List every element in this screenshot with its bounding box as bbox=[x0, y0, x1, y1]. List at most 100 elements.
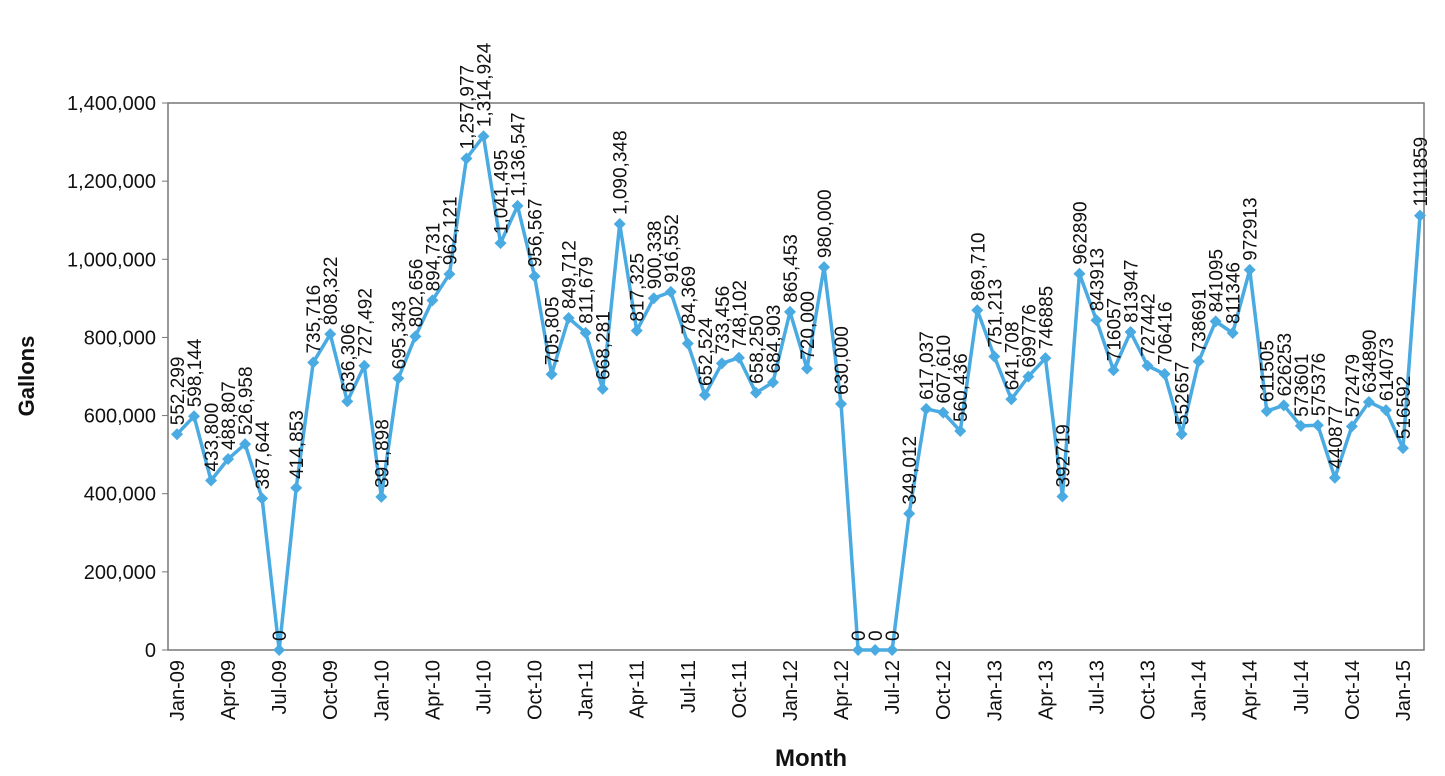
x-tick-label: Jan-15 bbox=[1393, 660, 1415, 721]
value-label: 658,250 bbox=[747, 315, 768, 384]
y-tick-label: 1,400,000 bbox=[67, 93, 156, 115]
value-label: 705,805 bbox=[543, 297, 564, 366]
point-marker bbox=[1345, 420, 1358, 433]
value-label: 433,800 bbox=[202, 403, 223, 472]
point-marker bbox=[1158, 367, 1171, 380]
point-marker bbox=[579, 326, 592, 339]
x-tick-label: Jan-11 bbox=[576, 660, 598, 720]
value-label: 894,731 bbox=[423, 223, 444, 292]
value-label: 733,456 bbox=[713, 286, 734, 355]
point-marker bbox=[698, 389, 711, 402]
x-tick-label: Apr-12 bbox=[831, 660, 853, 720]
value-label: 962890 bbox=[1070, 201, 1091, 264]
point-marker bbox=[1056, 490, 1069, 503]
y-tick-label: 400,000 bbox=[84, 484, 156, 506]
point-marker bbox=[528, 270, 541, 283]
value-label: 1111859 bbox=[1411, 137, 1432, 207]
value-label: 811346 bbox=[1224, 262, 1245, 324]
value-label: 607,610 bbox=[934, 335, 955, 404]
value-label: 0 bbox=[883, 630, 904, 641]
point-marker bbox=[1277, 399, 1290, 412]
value-label: 572479 bbox=[1343, 354, 1364, 417]
value-label: 813947 bbox=[1122, 260, 1143, 323]
point-marker bbox=[664, 285, 677, 298]
x-tick-label: Apr-11 bbox=[627, 660, 649, 719]
value-label: 575376 bbox=[1309, 353, 1330, 416]
point-marker bbox=[749, 386, 762, 399]
value-label: 488,807 bbox=[219, 381, 240, 450]
point-marker bbox=[954, 425, 967, 438]
value-label: 727,492 bbox=[355, 288, 376, 357]
point-marker bbox=[1124, 325, 1137, 338]
point-marker bbox=[1311, 419, 1324, 432]
value-label: 699776 bbox=[1019, 304, 1040, 367]
point-marker bbox=[1209, 315, 1222, 328]
value-label: 617,037 bbox=[917, 331, 938, 400]
value-label: 560,436 bbox=[951, 353, 972, 422]
y-tick-label: 0 bbox=[145, 640, 156, 662]
value-label: 727442 bbox=[1139, 293, 1160, 356]
value-label: 636,306 bbox=[338, 324, 359, 393]
x-tick-label: Jul-09 bbox=[269, 660, 291, 714]
value-label: 552,299 bbox=[168, 357, 189, 426]
value-label: 614073 bbox=[1377, 338, 1398, 401]
value-label: 900,338 bbox=[645, 221, 666, 290]
x-tick-label: Oct-13 bbox=[1138, 660, 1160, 720]
y-tick-label: 600,000 bbox=[84, 406, 156, 428]
x-tick-label: Jan-14 bbox=[1189, 660, 1211, 721]
point-marker bbox=[647, 292, 660, 305]
value-label: 706416 bbox=[1156, 302, 1177, 365]
point-marker bbox=[426, 294, 439, 307]
value-label: 668,281 bbox=[594, 311, 615, 380]
point-marker bbox=[409, 330, 422, 343]
value-label: 573601 bbox=[1292, 353, 1313, 416]
value-label: 869,710 bbox=[968, 233, 989, 302]
value-label: 611505 bbox=[1258, 340, 1279, 402]
point-marker bbox=[715, 357, 728, 370]
point-marker bbox=[1022, 370, 1035, 383]
value-label: 0 bbox=[866, 630, 887, 641]
value-label: 962,121 bbox=[440, 196, 461, 265]
point-marker bbox=[171, 428, 183, 441]
point-marker bbox=[937, 406, 950, 419]
value-label: 811,679 bbox=[577, 257, 598, 324]
point-marker bbox=[1005, 393, 1018, 406]
point-marker bbox=[358, 359, 371, 372]
point-marker bbox=[801, 362, 814, 375]
x-tick-label: Apr-10 bbox=[422, 660, 444, 720]
y-tick-label: 800,000 bbox=[84, 327, 156, 349]
value-label: 0 bbox=[849, 630, 870, 641]
value-label: 652,524 bbox=[696, 317, 717, 386]
point-marker bbox=[392, 372, 405, 385]
value-label: 716057 bbox=[1105, 298, 1126, 361]
y-tick-label: 200,000 bbox=[84, 562, 156, 584]
y-tick-label: 1,000,000 bbox=[67, 249, 156, 271]
point-marker bbox=[920, 402, 933, 415]
value-label: 1,136,547 bbox=[509, 112, 530, 197]
point-marker bbox=[783, 305, 796, 318]
point-marker bbox=[324, 328, 337, 341]
x-tick-label: Jul-12 bbox=[882, 660, 904, 714]
point-marker bbox=[188, 410, 201, 423]
x-tick-label: Apr-13 bbox=[1035, 660, 1057, 720]
point-marker bbox=[222, 453, 235, 466]
point-marker bbox=[732, 351, 745, 364]
x-tick-label: Apr-09 bbox=[218, 660, 240, 720]
point-marker bbox=[1362, 395, 1375, 408]
x-tick-label: Oct-14 bbox=[1342, 660, 1364, 720]
x-tick-label: Jan-12 bbox=[780, 660, 802, 721]
value-label: 843913 bbox=[1087, 248, 1108, 311]
point-marker bbox=[1039, 352, 1052, 365]
point-marker bbox=[375, 490, 388, 503]
value-label: 865,453 bbox=[781, 234, 802, 303]
point-marker bbox=[256, 492, 269, 505]
x-tick-label: Jan-13 bbox=[984, 660, 1006, 721]
value-label: 391,898 bbox=[372, 419, 393, 488]
point-marker bbox=[562, 312, 575, 325]
point-marker bbox=[1090, 314, 1103, 327]
point-marker bbox=[869, 644, 882, 656]
point-marker bbox=[613, 217, 626, 230]
x-tick-label: Jul-11 bbox=[678, 660, 700, 713]
x-tick-label: Jul-10 bbox=[473, 660, 495, 714]
x-tick-label: Jan-09 bbox=[167, 660, 189, 721]
